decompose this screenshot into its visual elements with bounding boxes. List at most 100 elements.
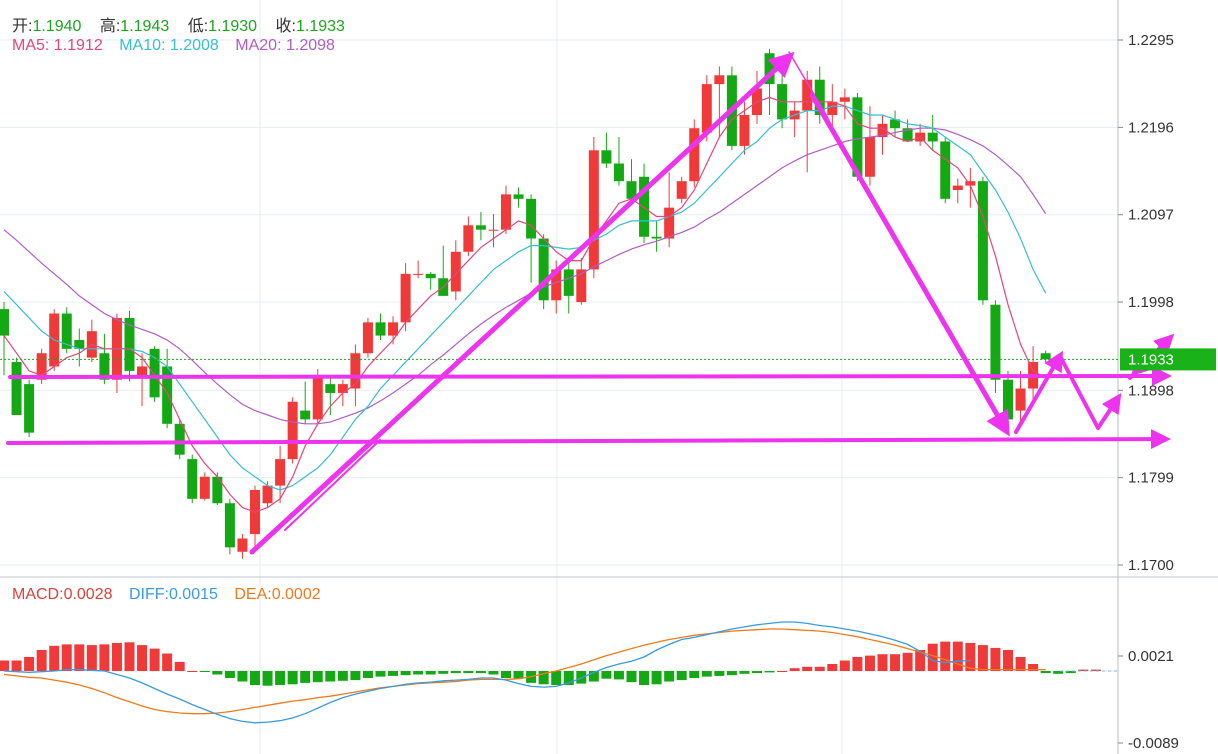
support-arrow — [6, 429, 1171, 450]
candle — [977, 176, 988, 305]
price-tick-label: 1.1700 — [1128, 557, 1174, 574]
candle — [1015, 370, 1026, 423]
macd-histogram-bar — [626, 671, 637, 683]
candle — [187, 454, 198, 504]
candle — [413, 260, 424, 279]
candle — [375, 313, 386, 340]
candle — [852, 92, 863, 182]
candle-body — [588, 150, 599, 270]
candle-body — [413, 273, 424, 275]
macd-histogram-bar — [601, 671, 612, 679]
ma20-line — [3, 127, 1047, 425]
uptrend-line — [284, 439, 381, 531]
candle-body — [1040, 353, 1051, 360]
close-value: 1.1933 — [295, 18, 345, 35]
macd-histogram-bar — [1053, 671, 1064, 674]
macd-label: MACD: — [12, 586, 64, 603]
price-tick-label: 1.2097 — [1128, 207, 1174, 224]
price-tick-label: 1.1998 — [1128, 294, 1174, 311]
candle — [802, 70, 813, 173]
candle — [61, 307, 72, 354]
candle-body — [224, 503, 235, 548]
macd-histogram-bar — [124, 642, 135, 671]
macd-histogram-bar — [199, 671, 210, 672]
candle-body — [952, 185, 963, 190]
macd-histogram-bar — [1065, 671, 1076, 674]
macd-histogram-bar — [11, 660, 22, 671]
candle — [425, 272, 436, 290]
candle-body — [877, 123, 888, 138]
candle-body — [526, 198, 537, 239]
macd-histogram-bar — [24, 657, 35, 671]
candle-body — [902, 128, 913, 142]
current-price-label: 1.1933 — [1128, 351, 1174, 368]
macd-histogram-bar — [111, 643, 122, 671]
candle-body — [864, 137, 875, 177]
candle-body — [325, 384, 336, 393]
macd-histogram-bar — [275, 671, 286, 685]
macd-histogram-bar — [137, 645, 148, 671]
macd-histogram-bar — [413, 671, 424, 675]
macd-histogram-bar — [325, 671, 336, 682]
candle-body — [940, 141, 951, 199]
candle-body — [990, 304, 1001, 380]
candle-body — [287, 401, 298, 460]
candle — [24, 379, 35, 438]
candle — [149, 346, 160, 402]
candle — [789, 101, 800, 138]
macd-histogram-bar — [651, 671, 662, 685]
rebound-arrow — [1014, 350, 1064, 434]
macd-histogram-bar — [513, 671, 524, 679]
macd-histogram-bar — [187, 671, 198, 672]
macd-histogram-bar — [613, 671, 624, 680]
candle — [501, 185, 511, 235]
macd-histogram-bar — [337, 671, 348, 681]
candle-body — [162, 366, 173, 424]
macd-histogram-bar — [764, 671, 775, 673]
ma-header: MA5: 1.1912 MA10: 1.2008 MA20: 1.2098 — [12, 37, 335, 55]
candle-body — [488, 229, 499, 231]
candle — [174, 419, 185, 460]
candle-body — [388, 322, 399, 336]
candle-body — [965, 181, 976, 186]
macd-histogram-bar — [237, 671, 248, 682]
candle-body — [890, 119, 901, 129]
macd-histogram-bar — [726, 671, 737, 676]
candle-body — [362, 322, 373, 354]
candle — [714, 66, 725, 138]
price-tick-label: 1.2295 — [1128, 32, 1174, 49]
macd-histogram-bar — [425, 671, 436, 675]
macd-histogram-bar — [814, 666, 825, 671]
candle-body — [74, 340, 85, 349]
macd-histogram-bar — [287, 671, 298, 685]
candle-body — [651, 236, 662, 239]
candle — [927, 115, 938, 151]
candle-body — [463, 225, 474, 252]
candle — [613, 137, 624, 186]
macd-histogram-bar — [438, 671, 449, 674]
candle-body — [187, 459, 198, 499]
candle — [224, 498, 235, 555]
dea-label: DEA: — [234, 586, 272, 603]
candle — [325, 375, 336, 415]
candle — [0, 302, 9, 376]
candle — [601, 132, 612, 168]
macd-histogram-bar — [852, 657, 863, 671]
macd-histogram-bar — [174, 661, 185, 671]
candle-body — [1003, 379, 1013, 420]
candle — [86, 319, 97, 363]
candle-body — [124, 317, 135, 371]
ma20-value: 1.2098 — [285, 37, 335, 54]
candle-body — [676, 181, 687, 199]
candle-body — [275, 459, 286, 486]
candle-body — [739, 115, 750, 146]
ma10-line — [3, 105, 1047, 491]
macd-histogram-bar — [538, 671, 549, 685]
macd-histogram-bar — [1003, 650, 1013, 671]
candle-body — [639, 176, 650, 237]
macd-histogram-bar — [588, 671, 599, 682]
candle — [940, 137, 951, 204]
trend-annotations — [6, 51, 1175, 555]
candle-body — [927, 132, 938, 142]
